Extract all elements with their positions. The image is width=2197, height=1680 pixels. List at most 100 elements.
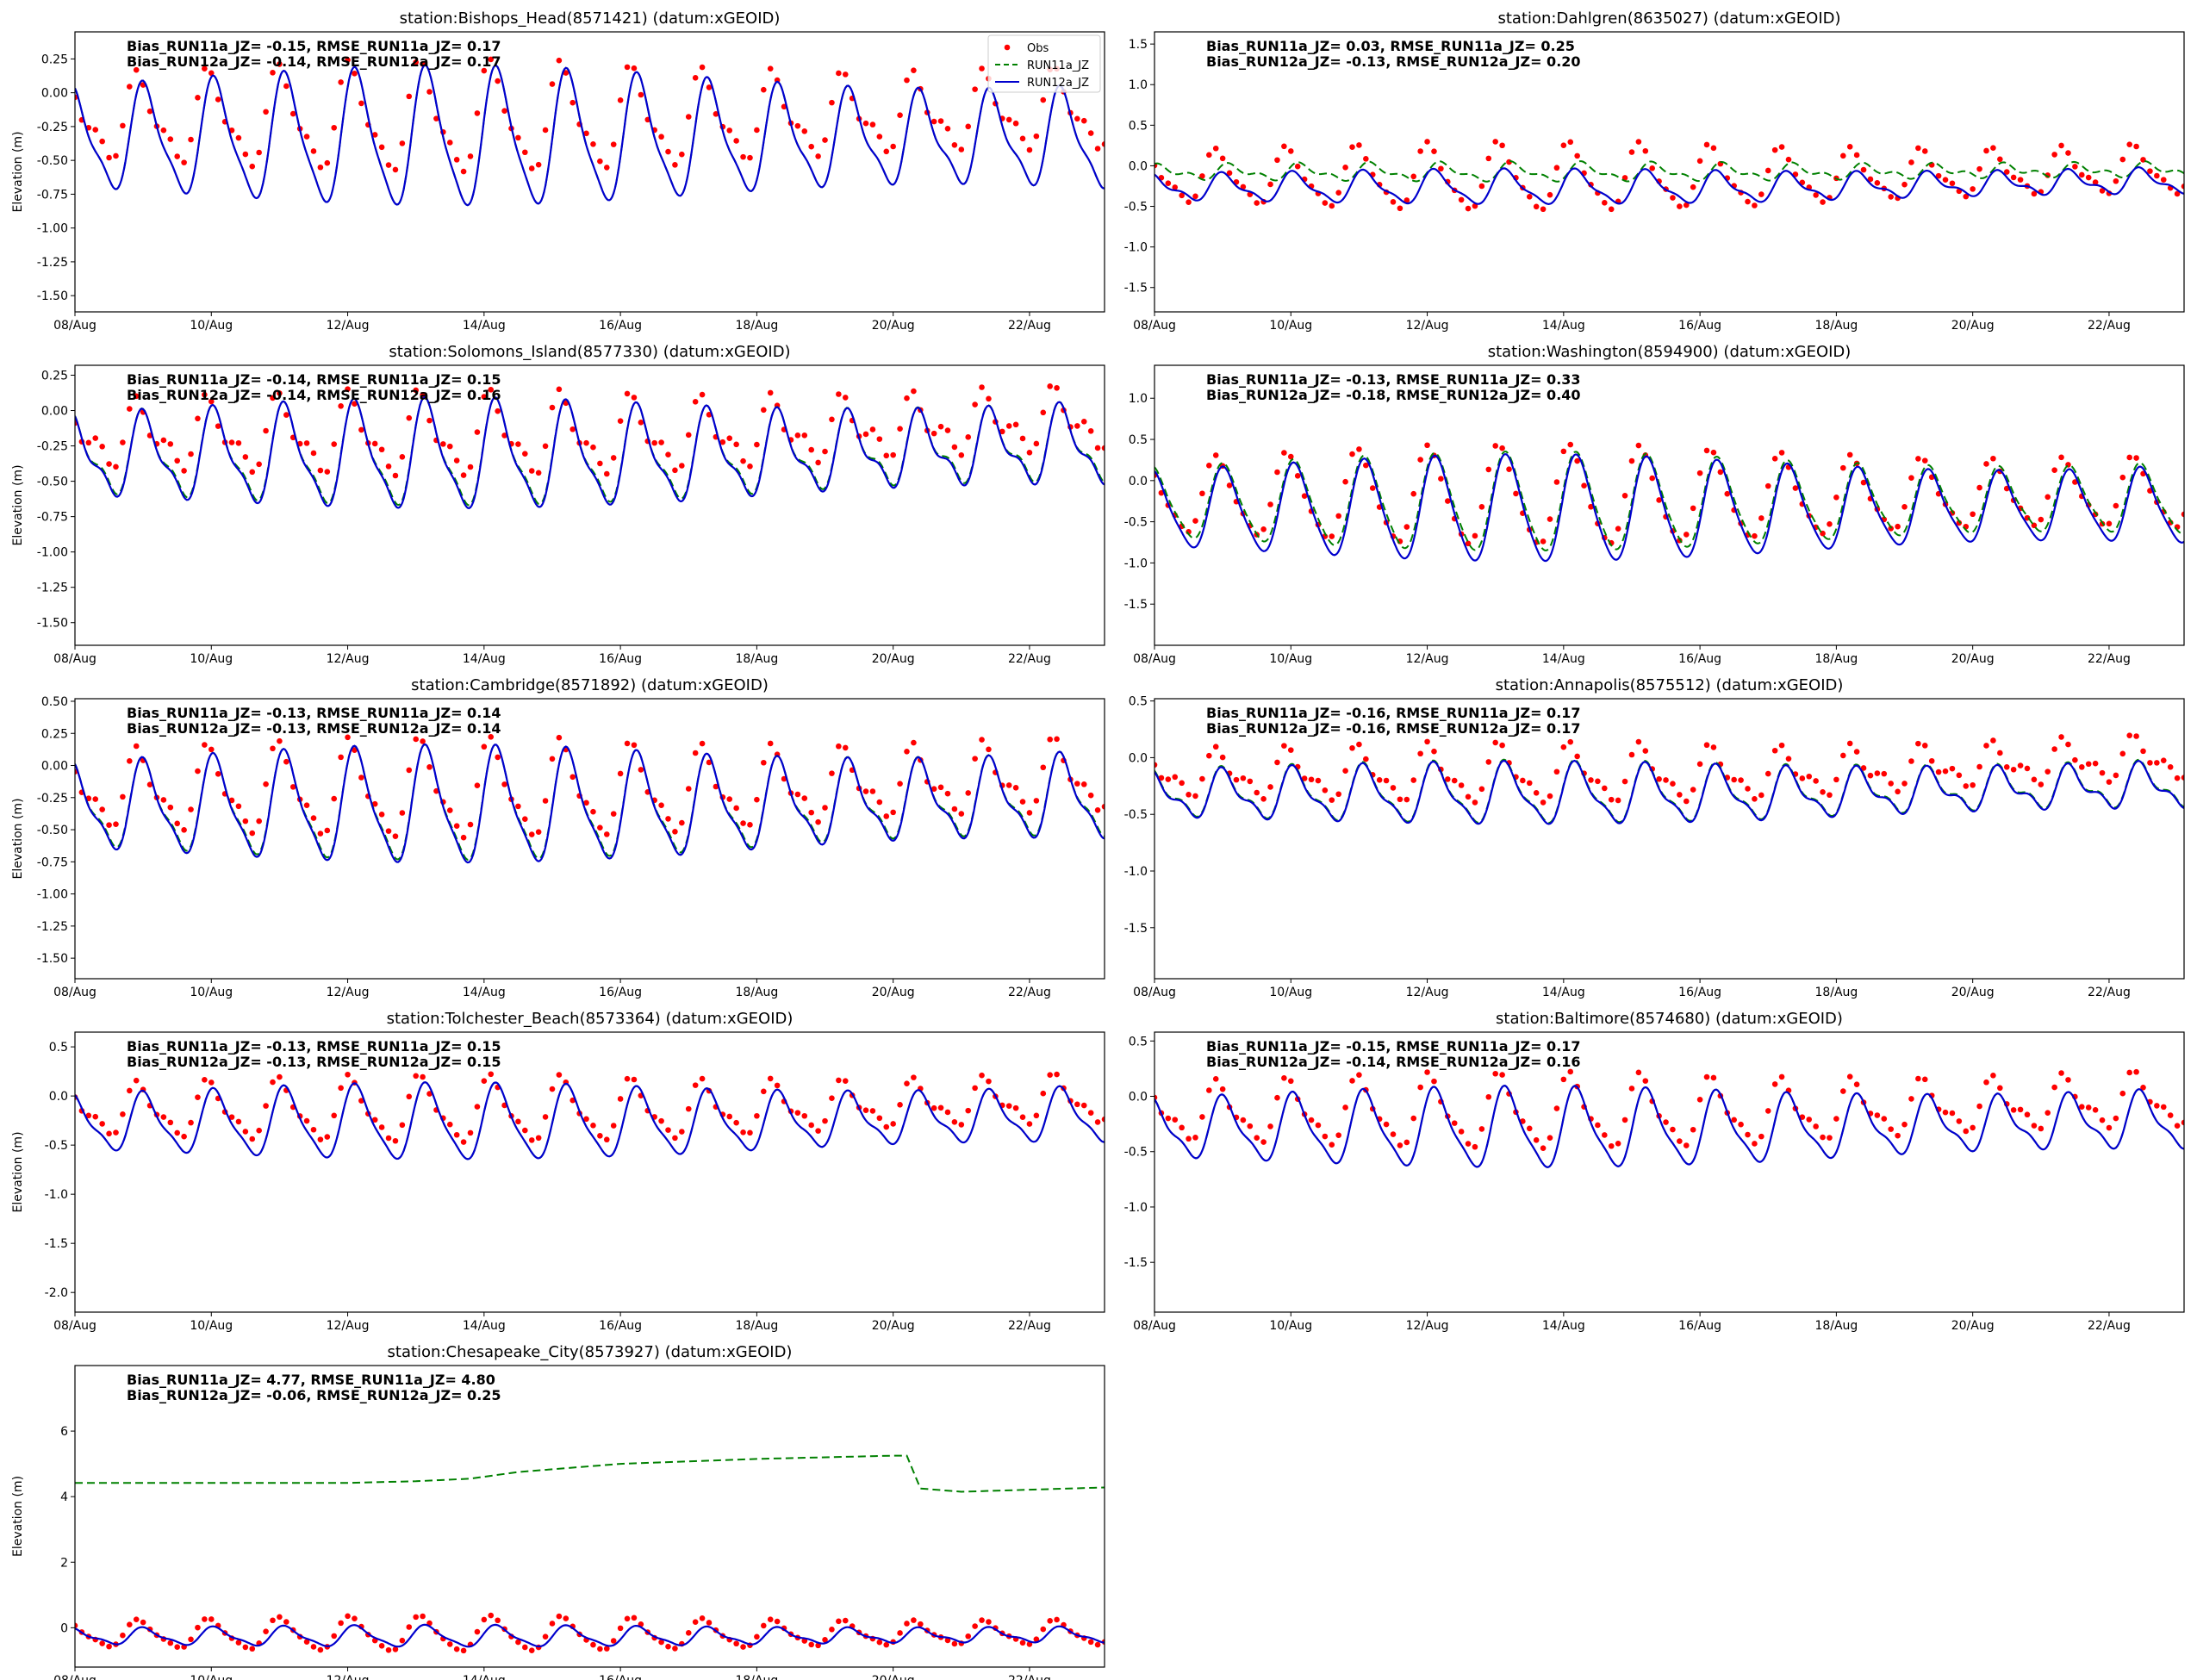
obs-point (270, 1617, 276, 1624)
obs-point (1281, 450, 1287, 456)
obs-point (113, 152, 119, 159)
obs-point (303, 440, 310, 446)
obs-point (1560, 142, 1567, 148)
obs-point (951, 1119, 958, 1125)
obs-point (1567, 738, 1574, 745)
obs-point (399, 1637, 406, 1644)
obs-point (228, 439, 235, 445)
axes-frame (74, 364, 1105, 646)
x-tick-label: 12/Aug (327, 319, 370, 333)
obs-point (528, 1647, 535, 1653)
obs-point (597, 824, 603, 831)
obs-point (733, 138, 739, 144)
obs-point (624, 740, 631, 747)
obs-point (1888, 194, 1895, 200)
obs-point (195, 94, 201, 101)
obs-point (603, 1646, 610, 1652)
obs-point (699, 391, 706, 398)
y-tick-label: -1.5 (1124, 1256, 1148, 1270)
x-tick-label: 16/Aug (599, 1319, 642, 1333)
y-tick-label: 0.25 (41, 727, 68, 741)
y-tick-label: 0.00 (41, 87, 68, 101)
obs-point (1172, 774, 1179, 781)
obs-point (270, 70, 276, 76)
obs-point (1581, 482, 1587, 489)
obs-point (590, 444, 596, 451)
y-tick-label: 6 (60, 1425, 68, 1439)
y-tick-label: -0.5 (45, 1139, 68, 1153)
obs-point (283, 758, 289, 765)
obs-point (2113, 502, 2119, 509)
obs-point (829, 770, 835, 776)
obs-point (1696, 158, 1703, 165)
obs-point (1094, 1119, 1101, 1125)
obs-point (958, 811, 965, 817)
obs-point (1335, 190, 1341, 196)
obs-point (331, 1633, 338, 1640)
obs-point (1642, 748, 1649, 754)
obs-point (1492, 443, 1498, 449)
obs-point (358, 426, 364, 433)
series-run12a-line (1155, 165, 2184, 206)
obs-point (1690, 184, 1696, 190)
obs-point (474, 782, 481, 788)
obs-point (2126, 1069, 2132, 1076)
obs-point (1731, 1117, 1737, 1123)
obs-point (515, 803, 521, 810)
obs-point (1492, 739, 1498, 746)
obs-point (1019, 1114, 1026, 1120)
plot-area (1155, 732, 2184, 825)
obs-point (836, 391, 842, 397)
obs-point (2160, 177, 2167, 183)
chart-title: station:Baltimore(8574680) (datum:xGEOID… (1496, 1010, 1843, 1028)
stats-annotation-run11a: Bias_RUN11a_JZ= -0.15, RMSE_RUN11a_JZ= 0… (127, 38, 501, 54)
obs-point (610, 141, 617, 147)
obs-point (767, 389, 774, 396)
obs-point (385, 1646, 392, 1653)
series-run12a-line (1155, 452, 2184, 563)
y-tick-label: 0.50 (41, 695, 68, 709)
obs-point (195, 415, 201, 422)
obs-point (1949, 180, 1956, 187)
obs-point (1094, 146, 1101, 152)
y-tick-label: -1.00 (37, 888, 68, 902)
obs-point (120, 1111, 126, 1117)
obs-point (1833, 1116, 1839, 1122)
obs-point (1260, 1139, 1267, 1145)
chart-title: station:Chesapeake_City(8573927) (datum:… (388, 1343, 793, 1361)
obs-point (1990, 145, 1996, 151)
y-tick-label: -1.5 (1124, 598, 1148, 612)
obs-point (92, 1113, 99, 1120)
obs-point (358, 775, 364, 781)
obs-point (160, 1114, 167, 1120)
obs-point (1026, 1121, 1033, 1127)
obs-point (120, 122, 126, 129)
obs-point (890, 451, 896, 458)
obs-point (1963, 783, 1970, 789)
x-tick-label: 16/Aug (599, 1674, 642, 1680)
y-tick-label: -1.00 (37, 546, 68, 560)
y-tick-label: -1.0 (45, 1188, 68, 1202)
obs-point (1997, 1085, 2003, 1092)
y-axis-label: Elevation (m) (11, 798, 25, 879)
x-tick-label: 18/Aug (735, 319, 778, 333)
x-tick-label: 10/Aug (1269, 1319, 1312, 1333)
obs-point (1778, 742, 1785, 749)
x-tick-label: 20/Aug (872, 652, 915, 666)
obs-point (1019, 1640, 1026, 1646)
obs-point (726, 435, 733, 441)
obs-point (1976, 763, 1982, 770)
obs-point (2126, 454, 2132, 461)
obs-point (610, 1638, 617, 1644)
obs-point (1956, 1118, 1963, 1124)
obs-point (92, 796, 99, 802)
obs-point (453, 823, 460, 829)
obs-point (1615, 797, 1621, 804)
obs-point (202, 1076, 208, 1083)
obs-point (127, 1087, 133, 1094)
x-tick-label: 18/Aug (1814, 652, 1858, 666)
obs-point (1094, 445, 1101, 451)
obs-point (1840, 152, 1846, 159)
y-tick-label: 0.5 (49, 1041, 68, 1055)
obs-point (1970, 1124, 1976, 1131)
